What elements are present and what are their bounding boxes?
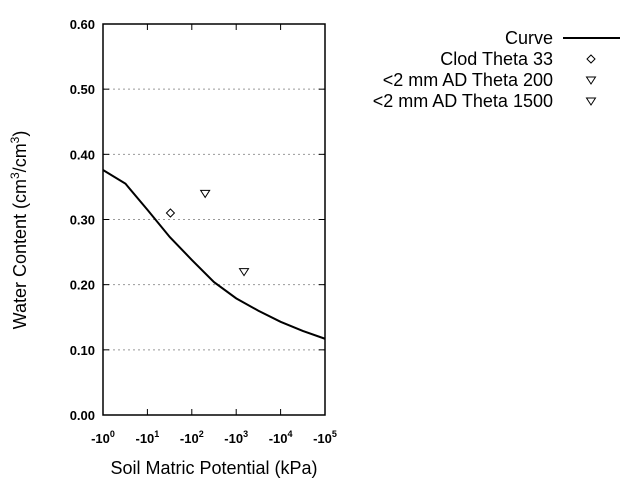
x-tick-label: -103 <box>224 429 248 446</box>
y-tick-label: 0.60 <box>70 17 95 32</box>
y-tick-label: 0.50 <box>70 82 95 97</box>
y-tick-label: 0.20 <box>70 278 95 293</box>
diamond-marker <box>586 54 596 64</box>
curve-line <box>102 169 326 340</box>
legend-label: Curve <box>505 28 553 48</box>
x-tick-label: -104 <box>269 429 293 446</box>
y-tick-label: 0.00 <box>70 408 95 423</box>
y-axis-label: Water Content (cm3/cm3) <box>8 131 30 330</box>
x-tick-label: -100 <box>91 429 115 446</box>
y-tick-label: 0.30 <box>70 213 95 228</box>
triangle-marker <box>199 189 211 199</box>
diamond-marker <box>165 208 176 218</box>
x-tick-label: -105 <box>313 429 337 446</box>
x-axis-label: Soil Matric Potential (kPa) <box>110 458 317 478</box>
y-tick-label: 0.10 <box>70 343 95 358</box>
y-tick-label: 0.40 <box>70 147 95 162</box>
triangle-marker <box>585 97 597 106</box>
triangle-marker <box>585 76 597 85</box>
legend-label: <2 mm AD Theta 200 <box>383 70 553 90</box>
legend-label: <2 mm AD Theta 1500 <box>373 91 553 111</box>
legend-label: Clod Theta 33 <box>440 49 553 69</box>
triangle-marker <box>238 268 250 277</box>
x-tick-label: -101 <box>135 429 159 446</box>
x-tick-label: -102 <box>180 429 204 446</box>
